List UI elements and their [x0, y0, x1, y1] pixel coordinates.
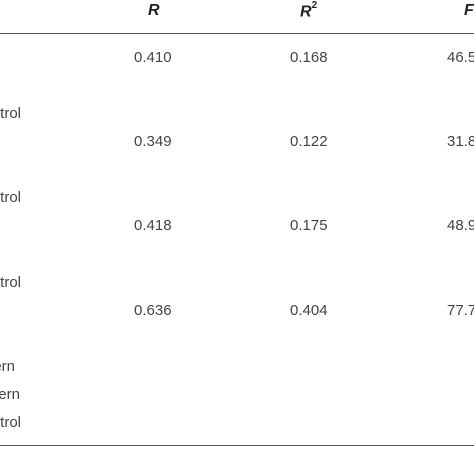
bottom-rule [0, 445, 474, 446]
row4-r: 0.636 [134, 302, 172, 319]
header-r: R [148, 2, 160, 19]
header-f: F [464, 2, 474, 19]
row2-r: 0.349 [134, 133, 172, 150]
row2-r2: 0.122 [290, 133, 328, 150]
row4-r2: 0.404 [290, 302, 328, 319]
row3-r: 0.418 [134, 217, 172, 234]
header-r-squared-exponent: 2 [311, 0, 318, 11]
row-label-fragment: trol [0, 189, 21, 206]
row3-f: 48.9 [447, 217, 474, 234]
row2-f: 31.8 [447, 133, 474, 150]
row1-r2: 0.168 [290, 49, 328, 66]
row-label-fragment: ern [0, 358, 15, 375]
header-r-squared: R2 [300, 0, 318, 21]
header-r-squared-base: R [300, 3, 312, 21]
row3-r2: 0.175 [290, 217, 328, 234]
row-label-fragment: trol [0, 274, 21, 291]
row4-f: 77.7 [447, 302, 474, 319]
row1-f: 46.5 [447, 49, 474, 66]
row-label-fragment: tern [0, 386, 20, 403]
header-rule [0, 33, 474, 34]
row-label-fragment: trol [0, 414, 21, 431]
row-label-fragment: trol [0, 105, 21, 122]
row1-r: 0.410 [134, 49, 172, 66]
